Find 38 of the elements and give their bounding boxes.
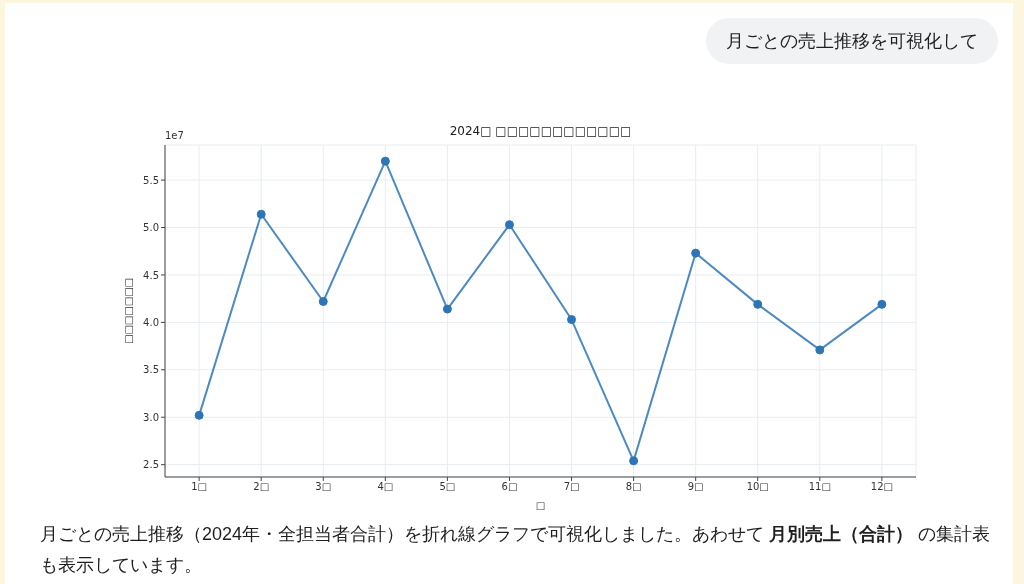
point — [194, 410, 204, 420]
x-tick-label: 6□ — [501, 481, 518, 493]
chart-title: 2024□ □□□□□□□□□□□□ — [449, 124, 632, 138]
x-tick-label: 1□ — [191, 481, 208, 493]
y-tick-label: 5.0 — [143, 222, 159, 234]
y-tick-label: 5.5 — [143, 174, 159, 186]
point — [691, 248, 701, 258]
x-tick-label: 7□ — [563, 481, 580, 493]
x-tick-label: 4□ — [377, 481, 394, 493]
point — [442, 304, 452, 314]
x-axis-title: □ — [534, 500, 547, 511]
point — [380, 156, 390, 166]
point — [504, 220, 514, 230]
x-tick-label: 3□ — [315, 481, 332, 493]
y-tick-label: 3.0 — [143, 411, 159, 423]
x-tick-label: 10□ — [746, 481, 769, 493]
point — [629, 456, 639, 466]
x-tick-label: 2□ — [253, 481, 270, 493]
x-tick-label: 9□ — [687, 481, 704, 493]
x-tick-label: 12□ — [870, 481, 893, 493]
point — [567, 315, 577, 325]
text: 月ごとの売上推移（2024年・全担当者合計）を折れ線グラフで可視化しました。あわせて — [40, 524, 765, 544]
point — [877, 299, 887, 309]
text: 月別売上（合計） — [769, 524, 914, 544]
y-tick-label: 3.5 — [143, 364, 159, 376]
x-tick-label: 11□ — [808, 481, 831, 493]
point — [318, 297, 328, 307]
point — [815, 345, 825, 355]
x-tick-label: 8□ — [625, 481, 642, 493]
point — [256, 209, 266, 219]
point — [753, 299, 763, 309]
y-tick-label: 4.0 — [143, 316, 159, 328]
y-axis-title: □□□□□□□ — [122, 277, 134, 345]
x-tick-label: 5□ — [439, 481, 456, 493]
text: 月ごとの売上推移を可視化して — [706, 18, 998, 64]
y-tick-label: 4.5 — [143, 269, 159, 281]
y-tick-label: 2.5 — [143, 459, 159, 471]
text: 1e7 — [165, 130, 184, 141]
